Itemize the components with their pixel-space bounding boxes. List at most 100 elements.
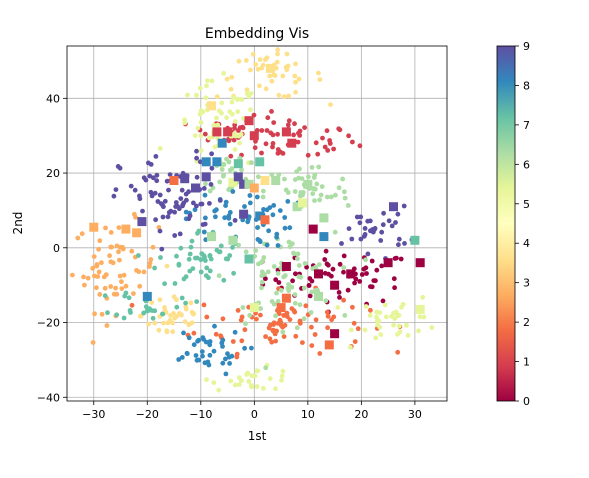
- data-point: [273, 65, 279, 71]
- data-point: [273, 386, 278, 392]
- data-point: [148, 257, 154, 262]
- data-point: [379, 263, 385, 269]
- data-point: [263, 86, 269, 92]
- data-point: [271, 320, 277, 326]
- data-point: [420, 294, 426, 300]
- data-point: [134, 268, 139, 273]
- data-point: [290, 241, 295, 247]
- data-point: [275, 243, 281, 248]
- data-point: [249, 345, 254, 351]
- highlighted-point: [415, 304, 425, 314]
- data-point: [352, 339, 358, 344]
- data-point: [248, 67, 253, 73]
- data-point: [81, 274, 86, 280]
- data-point: [198, 108, 204, 114]
- data-point: [328, 102, 333, 107]
- highlighted-point: [346, 269, 356, 279]
- data-point: [278, 287, 284, 293]
- data-point: [374, 267, 380, 273]
- data-point: [298, 274, 304, 280]
- data-point: [296, 76, 302, 82]
- colorbar-tick-label: 5: [523, 198, 530, 211]
- data-point: [222, 215, 228, 221]
- data-point: [208, 182, 214, 187]
- data-point: [245, 219, 251, 225]
- data-point: [209, 78, 215, 84]
- data-point: [383, 314, 389, 320]
- data-point: [317, 351, 323, 356]
- data-point: [281, 274, 287, 280]
- data-point: [254, 194, 260, 200]
- data-point: [359, 272, 365, 277]
- data-point: [143, 177, 149, 183]
- data-point: [182, 117, 188, 123]
- data-point: [269, 339, 275, 345]
- data-point: [297, 318, 303, 324]
- x-tick-label: −30: [82, 408, 105, 421]
- data-point: [275, 131, 280, 137]
- data-point: [259, 285, 264, 291]
- data-point: [244, 87, 250, 93]
- data-point: [182, 319, 188, 325]
- data-point: [322, 270, 328, 276]
- data-point: [162, 305, 167, 310]
- data-point: [294, 325, 300, 331]
- data-point: [306, 174, 311, 180]
- data-point: [310, 191, 316, 197]
- data-point: [327, 141, 333, 146]
- data-point: [173, 204, 179, 210]
- data-point: [252, 373, 258, 379]
- data-point: [316, 164, 322, 170]
- data-point: [257, 57, 263, 62]
- data-point: [129, 302, 135, 308]
- data-point: [186, 256, 192, 262]
- data-point: [224, 76, 230, 82]
- data-point: [214, 115, 219, 121]
- data-point: [401, 203, 407, 209]
- highlighted-point: [228, 177, 238, 187]
- data-point: [96, 246, 101, 252]
- data-point: [255, 174, 261, 180]
- data-point: [280, 329, 286, 335]
- data-point: [158, 201, 164, 207]
- data-point: [379, 229, 385, 235]
- data-point: [358, 214, 364, 220]
- data-point: [271, 72, 277, 78]
- data-point: [286, 282, 291, 287]
- colorbar-tick-label: 6: [523, 158, 530, 171]
- data-point: [302, 261, 308, 266]
- data-point: [200, 222, 206, 228]
- data-point: [239, 378, 244, 384]
- data-point: [204, 265, 210, 271]
- data-point: [277, 208, 283, 214]
- data-point: [345, 203, 351, 208]
- data-point: [202, 192, 208, 198]
- data-point: [154, 172, 160, 178]
- data-point: [296, 263, 302, 268]
- data-point: [263, 365, 269, 371]
- data-point: [137, 193, 142, 199]
- data-point: [172, 233, 178, 238]
- data-point: [274, 290, 279, 296]
- data-point: [363, 304, 369, 309]
- data-point: [331, 314, 337, 320]
- data-point: [172, 315, 178, 321]
- data-point: [276, 172, 282, 178]
- data-point: [230, 245, 235, 250]
- data-point: [358, 236, 364, 242]
- data-point: [194, 299, 200, 304]
- data-point: [284, 51, 290, 57]
- data-point: [243, 58, 249, 63]
- data-point: [191, 342, 197, 348]
- data-point: [391, 276, 397, 282]
- data-point: [275, 271, 281, 276]
- data-point: [137, 313, 143, 319]
- data-point: [255, 66, 261, 72]
- data-point: [313, 317, 319, 323]
- data-point: [161, 320, 166, 326]
- data-point: [126, 295, 132, 301]
- data-point: [223, 371, 229, 377]
- data-point: [243, 321, 248, 327]
- data-point: [94, 263, 100, 269]
